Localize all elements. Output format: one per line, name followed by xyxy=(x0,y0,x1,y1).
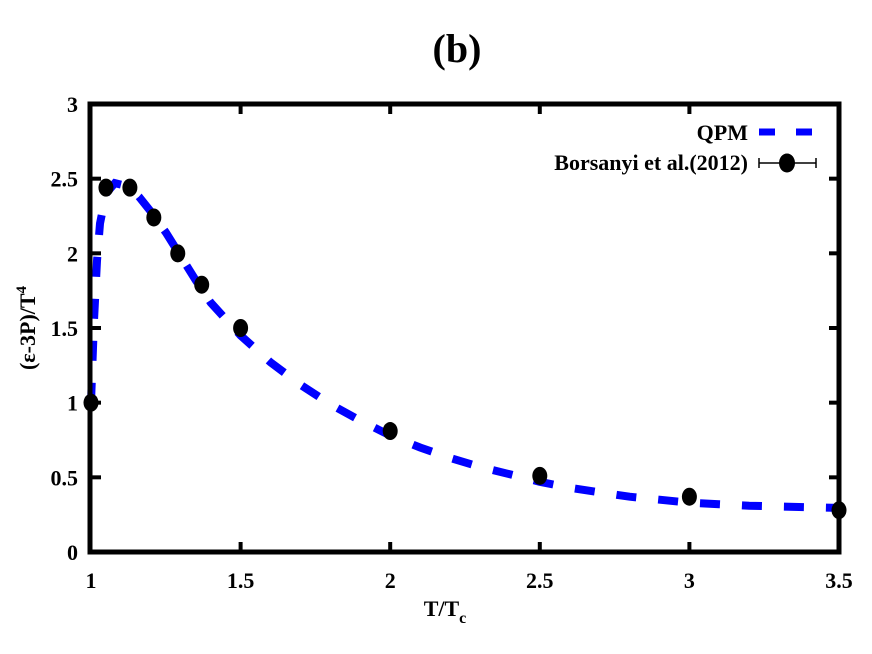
data-point xyxy=(170,244,186,263)
x-tick-label: 2.5 xyxy=(526,568,554,593)
qpm-curve xyxy=(87,178,840,512)
x-tick-label: 1 xyxy=(86,568,97,593)
y-tick-label: 1 xyxy=(67,391,78,416)
data-point xyxy=(98,178,114,197)
x-tick-label: 3 xyxy=(684,568,695,593)
x-axis-label: T/Tc xyxy=(424,596,467,627)
x-tick-label: 1.5 xyxy=(227,568,255,593)
data-point xyxy=(681,487,697,506)
legend-label-qpm: QPM xyxy=(697,120,749,145)
data-point xyxy=(122,178,138,197)
plot-frame xyxy=(87,101,842,555)
y-tick-label: 2.5 xyxy=(51,167,79,192)
data-point xyxy=(382,422,398,441)
data-point xyxy=(233,319,249,337)
y-axis-tick-labels: 0 0.5 1 1.5 2 2.5 3 xyxy=(51,92,79,565)
series-qpm-line xyxy=(87,178,840,512)
data-point xyxy=(194,275,210,294)
y-tick-label: 3 xyxy=(67,92,78,117)
y-tick-label: 0.5 xyxy=(51,465,79,490)
legend-marker-dot-icon xyxy=(779,153,795,173)
legend-item-qpm: QPM xyxy=(697,120,816,145)
plot-area xyxy=(83,101,847,555)
y-tick-label: 0 xyxy=(67,540,78,565)
series-borsanyi-points xyxy=(83,178,847,520)
chart-title: (b) xyxy=(433,26,482,71)
data-point xyxy=(532,466,548,485)
x-axis-tick-labels: 1 1.5 2 2.5 3 3.5 xyxy=(86,568,853,593)
legend-item-borsanyi: Borsanyi et al.(2012) xyxy=(554,150,817,175)
x-tick-label: 2 xyxy=(385,568,396,593)
legend-label-borsanyi: Borsanyi et al.(2012) xyxy=(554,150,748,175)
y-tick-label: 1.5 xyxy=(51,316,79,341)
y-tick-label: 2 xyxy=(67,241,78,266)
data-point xyxy=(146,208,162,227)
x-tick-label: 3.5 xyxy=(825,568,853,593)
legend: QPM Borsanyi et al.(2012) xyxy=(554,120,817,175)
y-axis-label: (ε-3P)/T4 xyxy=(14,285,40,370)
